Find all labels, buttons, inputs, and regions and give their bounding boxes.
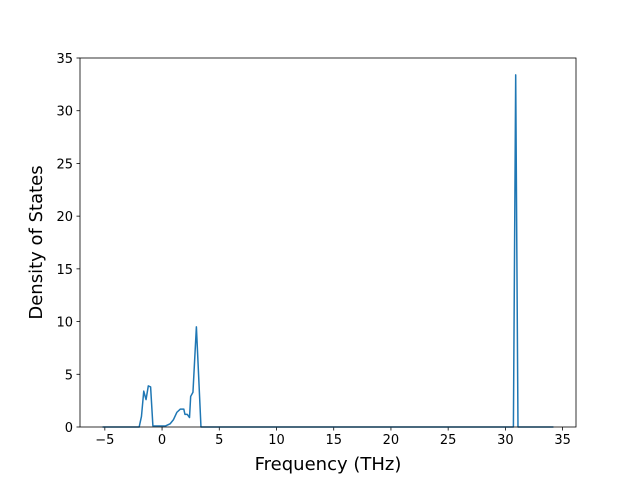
y-tick-label: 10	[56, 316, 73, 331]
line	[102, 74, 554, 428]
y-tick-label: 20	[56, 210, 73, 225]
y-tick-label: 15	[56, 263, 73, 278]
y-tick-label: 35	[56, 52, 73, 67]
y-tick-label: 0	[65, 421, 73, 436]
y-tick-label: 25	[56, 157, 73, 172]
x-tick-label: 25	[440, 433, 457, 448]
x-tick-label: 0	[158, 433, 166, 448]
x-tick-label: 5	[215, 433, 223, 448]
x-tick-label: 35	[554, 433, 571, 448]
x-tick-label: 15	[325, 433, 342, 448]
y-axis-label: Density of States	[26, 165, 47, 319]
y-tick-label: 5	[65, 368, 73, 383]
x-tick-label: 10	[268, 433, 285, 448]
x-axis-label: Frequency (THz)	[255, 454, 402, 475]
y-tick-label: 30	[56, 105, 73, 120]
x-tick-label: −5	[95, 433, 114, 448]
x-tick-label: 30	[497, 433, 514, 448]
plot-frame	[79, 57, 577, 428]
x-tick-label: 20	[383, 433, 400, 448]
